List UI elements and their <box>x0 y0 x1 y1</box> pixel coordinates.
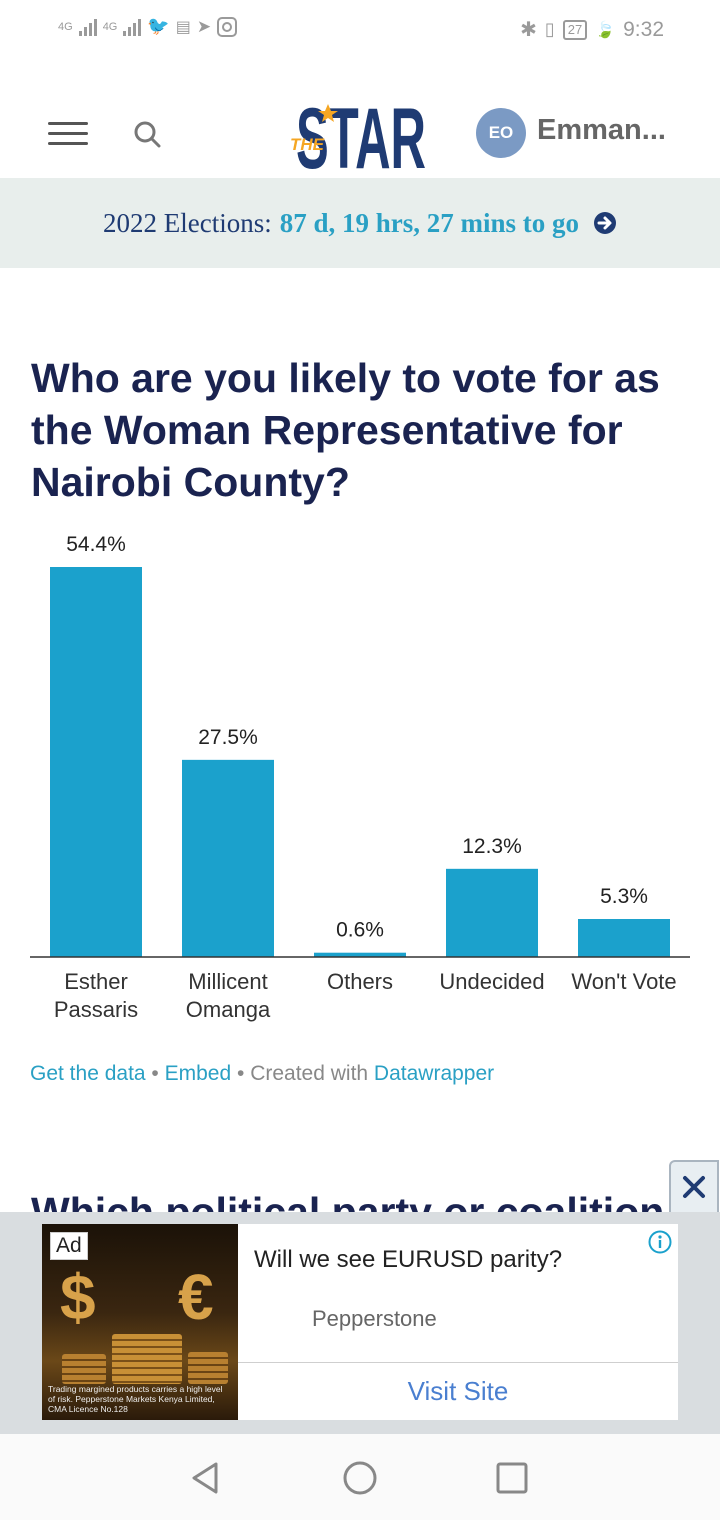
ad-brand: Pepperstone <box>312 1306 437 1331</box>
bluetooth-icon: ✱ <box>520 19 537 41</box>
coin-stack-2 <box>62 1354 106 1384</box>
bar-3 <box>446 868 538 957</box>
bar-value-label-3: 12.3% <box>462 835 522 858</box>
countdown-value: 87 d, 19 hrs, 27 mins to go <box>279 207 579 238</box>
network-label-2: 4G <box>102 20 118 33</box>
ad-divider <box>238 1362 678 1363</box>
close-icon[interactable] <box>681 1174 707 1200</box>
site-logo[interactable]: STAR THE <box>290 90 430 174</box>
ad-badge: Ad <box>50 1232 88 1260</box>
poll-bar-chart: 54.4% Esther Passaris 27.5% Millicent Omanga 0… <box>30 533 690 1022</box>
status-left: 4G 4G 🐦 ▤ ➤ <box>58 16 238 37</box>
countdown-label: 2022 Elections: <box>102 207 272 238</box>
status-time: 9:32 <box>623 17 664 41</box>
ad-image[interactable]: $ € Ad Trading margined products carries… <box>42 1224 238 1420</box>
user-name[interactable]: Emman... <box>537 114 666 146</box>
get-data-link[interactable]: Get the data <box>30 1062 146 1085</box>
category-label-4: Won't Vote <box>571 969 676 994</box>
hamburger-icon[interactable] <box>48 122 88 146</box>
avatar[interactable]: EO <box>476 108 526 158</box>
home-icon[interactable] <box>340 1458 380 1498</box>
status-right: ✱ ▯ 27 🍃 9:32 <box>520 17 664 42</box>
poll-question: Who are you likely to vote for as the Wo… <box>31 355 660 505</box>
coin-stack <box>112 1334 182 1384</box>
telegram-icon: ➤ <box>196 16 212 36</box>
logo-prefix: THE <box>290 135 325 154</box>
category-label-3: Undecided <box>439 969 544 994</box>
twitter-icon: 🐦 <box>147 16 170 36</box>
network-label-1: 4G <box>58 20 73 33</box>
category-label-2: Others <box>327 969 393 994</box>
election-countdown-banner[interactable]: 2022 Elections: 87 d, 19 hrs, 27 mins to… <box>0 178 720 268</box>
dollar-symbol: $ <box>60 1261 96 1333</box>
signal-icon-2 <box>123 18 142 36</box>
category-label-1: Millicent <box>188 969 267 994</box>
search-icon[interactable] <box>133 120 161 148</box>
datawrapper-link[interactable]: Datawrapper <box>373 1062 495 1085</box>
next-poll-question: Which political party or coalition <box>31 1186 691 1212</box>
signal-icon <box>78 18 97 36</box>
category-label-1: Omanga <box>186 997 271 1022</box>
coin-stack-3 <box>188 1352 228 1384</box>
leaf-icon: 🍃 <box>595 21 616 39</box>
category-label-0: Esther <box>64 969 128 994</box>
embed-link[interactable]: Embed <box>164 1062 232 1085</box>
chart-footer: Get the data • Embed • Created with Data… <box>30 1062 494 1086</box>
created-with-text: • Created with <box>231 1062 374 1085</box>
bar-value-label-4: 5.3% <box>600 885 648 908</box>
bar-0 <box>50 567 142 957</box>
ad-disclaimer: Trading margined products carries a high… <box>48 1384 223 1414</box>
category-label-0: Passaris <box>54 997 138 1022</box>
bar-value-label-0: 54.4% <box>66 533 126 556</box>
bar-2 <box>314 952 406 957</box>
footer-separator: • <box>145 1062 165 1085</box>
ad-close-button[interactable] <box>669 1160 719 1212</box>
system-navigation-bar <box>0 1434 720 1520</box>
vibrate-icon: ▯ <box>544 19 555 39</box>
visit-site-button[interactable]: Visit Site <box>407 1376 509 1406</box>
ad-banner: $ € Ad Trading margined products carries… <box>0 1212 720 1434</box>
ad-card[interactable]: $ € Ad Trading margined products carries… <box>42 1224 678 1420</box>
arrow-right-circle-icon[interactable] <box>593 211 617 235</box>
site-header: STAR THE EO Emman... <box>0 62 720 178</box>
back-icon[interactable] <box>186 1458 226 1498</box>
info-icon[interactable] <box>648 1230 672 1254</box>
message-icon: ▤ <box>175 18 191 36</box>
bar-4 <box>578 919 670 957</box>
ad-title[interactable]: Will we see EURUSD parity? <box>254 1246 563 1273</box>
bar-value-label-1: 27.5% <box>198 726 258 749</box>
bar-value-label-2: 0.6% <box>336 919 384 942</box>
bar-1 <box>182 759 274 957</box>
next-question-text: Which political party or coalition <box>31 1189 665 1212</box>
instagram-icon <box>217 16 238 37</box>
status-bar: 4G 4G 🐦 ▤ ➤ ✱ ▯ 27 🍃 9:32 <box>0 0 720 62</box>
recents-icon[interactable] <box>492 1458 532 1498</box>
logo-text: STAR <box>296 91 426 174</box>
euro-symbol: € <box>178 1261 214 1333</box>
battery-indicator: 27 <box>562 19 588 40</box>
star-icon <box>318 104 338 122</box>
